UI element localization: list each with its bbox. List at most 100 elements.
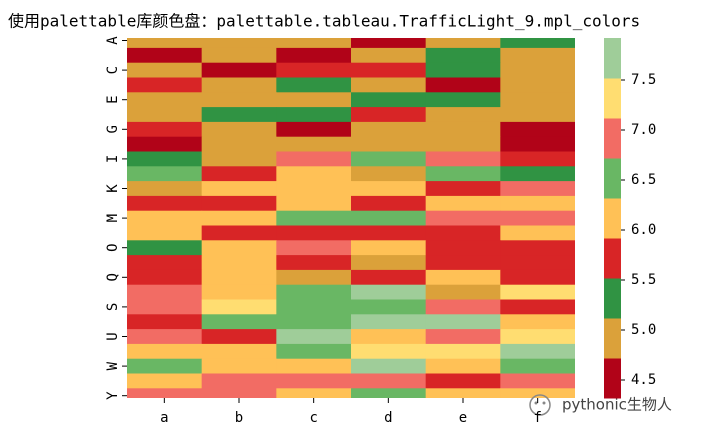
heatmap-cell xyxy=(500,92,575,108)
heatmap-cell xyxy=(201,47,277,64)
heatmap-cell xyxy=(351,329,427,345)
heatmap-cell xyxy=(276,136,352,152)
heatmap-cell xyxy=(201,38,277,49)
heatmap-cell xyxy=(127,388,203,398)
heatmap-cell xyxy=(351,388,427,398)
heatmap-cell xyxy=(351,269,427,286)
y-tick-label: G xyxy=(105,125,121,133)
heatmap-cell xyxy=(351,38,427,49)
y-tick-label: I xyxy=(105,155,121,163)
heatmap-cell xyxy=(127,269,203,286)
heatmap-cell xyxy=(500,151,575,167)
heatmap-cell xyxy=(425,269,501,286)
heatmap-cell xyxy=(500,77,575,93)
heatmap xyxy=(127,38,575,398)
heatmap-cell xyxy=(425,92,501,108)
heatmap-cell xyxy=(276,121,352,138)
heatmap-cell xyxy=(276,92,352,108)
heatmap-cell xyxy=(127,210,203,226)
heatmap-cell xyxy=(127,62,203,78)
y-tick-label: C xyxy=(105,66,121,74)
heatmap-cell xyxy=(276,151,352,167)
colorbar-tick-label: 4.5 xyxy=(631,372,656,388)
heatmap-cell xyxy=(201,269,277,286)
heatmap-cell xyxy=(127,240,203,256)
heatmap-cell xyxy=(500,240,575,256)
heatmap-cell xyxy=(201,181,277,197)
heatmap-cell xyxy=(276,107,352,123)
y-tick-label: M xyxy=(105,214,121,222)
heatmap-cell xyxy=(500,107,575,123)
heatmap-cell xyxy=(351,284,427,300)
heatmap-cell xyxy=(425,329,501,345)
heatmap-cell xyxy=(500,136,575,152)
heatmap-cell xyxy=(201,62,277,78)
heatmap-cell xyxy=(425,284,501,300)
heatmap-cell xyxy=(425,38,501,49)
heatmap-cell xyxy=(127,107,203,123)
heatmap-cell xyxy=(276,284,352,300)
heatmap-cell xyxy=(127,92,203,108)
heatmap-cell xyxy=(276,38,352,49)
heatmap-cell xyxy=(127,358,203,374)
heatmap-cell xyxy=(500,269,575,286)
heatmap-cell xyxy=(351,77,427,93)
x-tick-label: f xyxy=(533,410,541,426)
heatmap-cell xyxy=(201,358,277,374)
heatmap-cell xyxy=(351,314,427,330)
y-tick-label: E xyxy=(105,95,121,103)
watermark: pythonic生物人 xyxy=(562,396,672,414)
heatmap-cell xyxy=(500,166,575,182)
heatmap-cell xyxy=(425,181,501,197)
heatmap-cell xyxy=(201,284,277,300)
heatmap-cell xyxy=(425,136,501,152)
heatmap-cell xyxy=(127,255,203,271)
colorbar-tick-label: 6.5 xyxy=(631,172,656,188)
heatmap-cell xyxy=(276,329,352,345)
colorbar-segment xyxy=(604,318,621,359)
heatmap-cell xyxy=(201,151,277,167)
heatmap-cell xyxy=(127,225,203,241)
heatmap-cell xyxy=(500,299,575,315)
heatmap-cell xyxy=(425,240,501,256)
heatmap-cell xyxy=(201,121,277,138)
heatmap-cell xyxy=(425,151,501,167)
heatmap-cell xyxy=(201,299,277,315)
heatmap-cell xyxy=(127,299,203,315)
heatmap-cell xyxy=(500,329,575,345)
heatmap-cell xyxy=(276,388,352,398)
y-tick-label: Q xyxy=(105,273,121,281)
heatmap-cell xyxy=(500,343,575,360)
colorbar-tick-label: 6.0 xyxy=(631,222,656,238)
heatmap-cell xyxy=(127,136,203,152)
heatmap-cell xyxy=(425,47,501,64)
colorbar-segment xyxy=(604,278,621,319)
y-tick-label: A xyxy=(105,36,121,45)
heatmap-cell xyxy=(276,77,352,93)
heatmap-cell xyxy=(127,314,203,330)
heatmap-cell xyxy=(351,373,427,389)
heatmap-cell xyxy=(201,314,277,330)
x-tick-label: e xyxy=(459,410,467,426)
heatmap-cell xyxy=(276,210,352,226)
heatmap-cell xyxy=(127,38,203,49)
colorbar-segment xyxy=(604,78,621,119)
colorbar-segment xyxy=(604,38,621,79)
heatmap-cell xyxy=(127,181,203,197)
heatmap-cell xyxy=(425,210,501,226)
heatmap-cell xyxy=(500,255,575,271)
heatmap-cell xyxy=(201,195,277,212)
heatmap-cell xyxy=(351,92,427,108)
heatmap-cell xyxy=(351,181,427,197)
y-tick-label: K xyxy=(105,184,121,193)
heatmap-cell xyxy=(201,210,277,226)
x-tick-label: b xyxy=(235,410,243,426)
heatmap-cell xyxy=(500,314,575,330)
heatmap-cell xyxy=(351,62,427,78)
y-tick-label: U xyxy=(105,332,121,340)
heatmap-cell xyxy=(425,166,501,182)
heatmap-cell xyxy=(276,343,352,360)
heatmap-cell xyxy=(425,314,501,330)
heatmap-cell xyxy=(351,166,427,182)
